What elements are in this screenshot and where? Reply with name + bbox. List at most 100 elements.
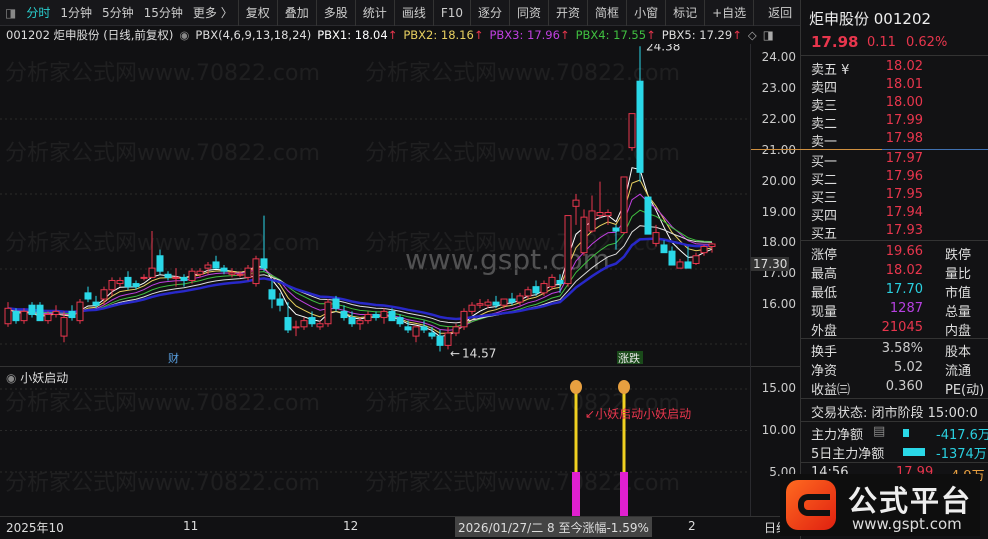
candle[interactable] [148, 231, 156, 278]
candle[interactable] [692, 252, 700, 266]
candle[interactable] [60, 311, 68, 343]
candle[interactable] [92, 295, 100, 309]
candle[interactable] [100, 286, 108, 306]
candle[interactable] [420, 320, 428, 334]
candle[interactable] [356, 317, 364, 330]
candle[interactable] [500, 298, 508, 309]
panel-toggle-icon[interactable]: ◨ [762, 27, 774, 42]
candle[interactable] [260, 215, 268, 272]
toolbar-button-1[interactable]: 叠加 [276, 0, 316, 26]
candle[interactable] [436, 329, 444, 352]
candle[interactable] [372, 311, 380, 321]
toolbar-button-4[interactable]: 画线 [393, 0, 433, 26]
candle[interactable] [132, 280, 140, 290]
period-tab-5min[interactable]: 5分钟 [102, 6, 134, 20]
candle[interactable] [612, 224, 620, 250]
candle[interactable] [524, 286, 532, 300]
candle[interactable] [540, 280, 548, 296]
candle[interactable] [668, 246, 676, 266]
candle[interactable] [324, 299, 332, 327]
candle[interactable] [84, 286, 92, 303]
candle[interactable] [412, 326, 420, 343]
candle[interactable] [340, 305, 348, 321]
period-tab-1min[interactable]: 1分钟 [60, 6, 92, 20]
candle[interactable] [4, 302, 12, 327]
toolbar-button-9[interactable]: 简框 [587, 0, 626, 26]
candle[interactable] [508, 292, 516, 306]
candle[interactable] [580, 209, 588, 256]
candle[interactable] [228, 268, 236, 278]
candle[interactable] [468, 302, 476, 315]
candle[interactable] [604, 209, 612, 225]
candle[interactable] [188, 268, 196, 284]
candle[interactable] [52, 305, 60, 318]
candle[interactable] [380, 308, 388, 324]
toolbar-button-13[interactable]: 返回 [753, 0, 806, 26]
toolbar-button-3[interactable]: 统计 [354, 0, 394, 26]
sub-indicator-title[interactable]: ◉ 小妖启动 [6, 371, 69, 385]
limit-event-marker[interactable]: 涨跌 [618, 351, 640, 365]
candle[interactable] [76, 299, 84, 324]
candle[interactable] [404, 320, 412, 334]
candle[interactable] [268, 280, 276, 309]
signal-bar[interactable] [618, 380, 630, 516]
candle[interactable] [68, 305, 76, 321]
candle[interactable] [364, 311, 372, 324]
candle[interactable] [116, 277, 124, 287]
candle[interactable] [220, 265, 228, 275]
toolbar-button-6[interactable]: 逐分 [470, 0, 509, 26]
candle[interactable] [708, 242, 716, 253]
toolbar-button-5[interactable]: F10 [432, 0, 470, 26]
candle[interactable] [652, 224, 660, 247]
candle[interactable] [300, 317, 308, 330]
candle[interactable] [252, 255, 260, 287]
candle[interactable] [204, 261, 212, 275]
candle[interactable] [20, 308, 28, 324]
candle[interactable] [212, 255, 220, 269]
period-more[interactable]: 更多 〉 [192, 6, 233, 20]
candle[interactable] [644, 196, 652, 235]
candle[interactable] [548, 274, 556, 290]
candle[interactable] [444, 326, 452, 350]
candle[interactable] [676, 258, 684, 269]
candle[interactable] [620, 176, 628, 235]
detail-icon[interactable]: ▤ [873, 424, 886, 439]
signal-bar[interactable] [570, 380, 582, 516]
candle[interactable] [44, 311, 52, 324]
candle[interactable] [276, 292, 284, 312]
candle[interactable] [316, 320, 324, 330]
candle[interactable] [308, 311, 316, 327]
candle[interactable] [156, 249, 164, 275]
candle[interactable] [492, 295, 500, 309]
candle[interactable] [396, 314, 404, 327]
toolbar-button-11[interactable]: 标记 [665, 0, 704, 26]
candle[interactable] [684, 246, 692, 269]
candle[interactable] [124, 271, 132, 290]
candle[interactable] [428, 326, 436, 340]
period-tab-15min[interactable]: 15分钟 [143, 6, 183, 20]
candle[interactable] [596, 181, 604, 219]
signal-chart[interactable] [0, 367, 750, 516]
toolbar-button-2[interactable]: 多股 [315, 0, 355, 26]
candle[interactable] [292, 320, 300, 337]
candle[interactable] [284, 302, 292, 334]
diamond-icon[interactable]: ◇ [747, 27, 757, 42]
candle[interactable] [244, 265, 252, 281]
candle[interactable] [460, 308, 468, 330]
candle[interactable] [588, 195, 596, 233]
toolbar-button-8[interactable]: 开资 [548, 0, 587, 26]
candle[interactable] [388, 308, 396, 322]
toolbar-button-10[interactable]: 小窗 [626, 0, 665, 26]
candle[interactable] [556, 274, 564, 293]
candle[interactable] [452, 323, 460, 337]
candle[interactable] [516, 292, 524, 306]
candle[interactable] [348, 311, 356, 327]
candle[interactable] [476, 299, 484, 309]
candle[interactable] [180, 274, 188, 287]
candle[interactable] [236, 271, 244, 278]
indicator-name[interactable]: PBX(4,6,9,13,18,24) [195, 27, 312, 42]
candle[interactable] [140, 274, 148, 281]
toolbar-button-12[interactable]: +自选 [704, 0, 753, 26]
candle[interactable] [172, 268, 180, 287]
candle[interactable] [572, 193, 580, 225]
